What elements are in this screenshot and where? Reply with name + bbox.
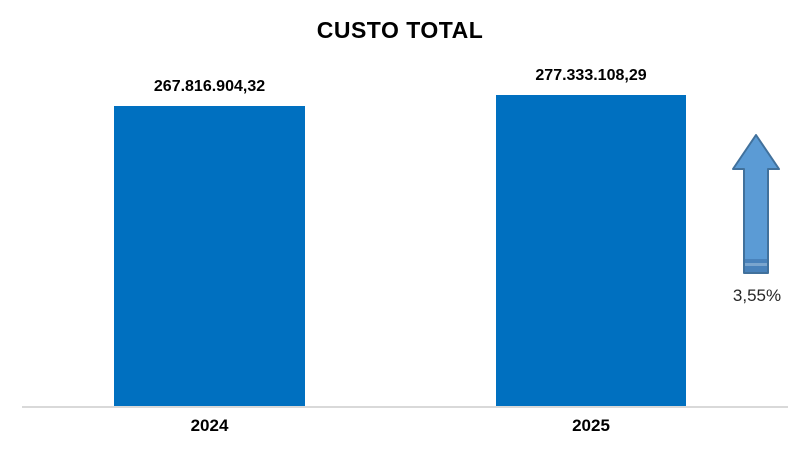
up-arrow-icon [732, 134, 780, 274]
category-label-2025: 2025 [572, 416, 610, 435]
data-label-2024: 267.816.904,32 [153, 78, 266, 95]
up-arrow-shape [732, 134, 780, 274]
bar-2025 [496, 95, 686, 407]
chart-title: CUSTO TOTAL [316, 17, 484, 43]
data-label-2025: 277.333.108,29 [535, 67, 647, 84]
bar-group-2024: 267.816.904,32 [114, 78, 305, 407]
bar-2024 [114, 106, 305, 407]
x-axis-line [22, 406, 788, 408]
bar-group-2025: 277.333.108,29 [496, 67, 686, 407]
up-arrow-base-highlight [745, 263, 767, 266]
percent-change-label: 3,55% [732, 286, 782, 305]
category-label-2024: 2024 [190, 416, 229, 435]
